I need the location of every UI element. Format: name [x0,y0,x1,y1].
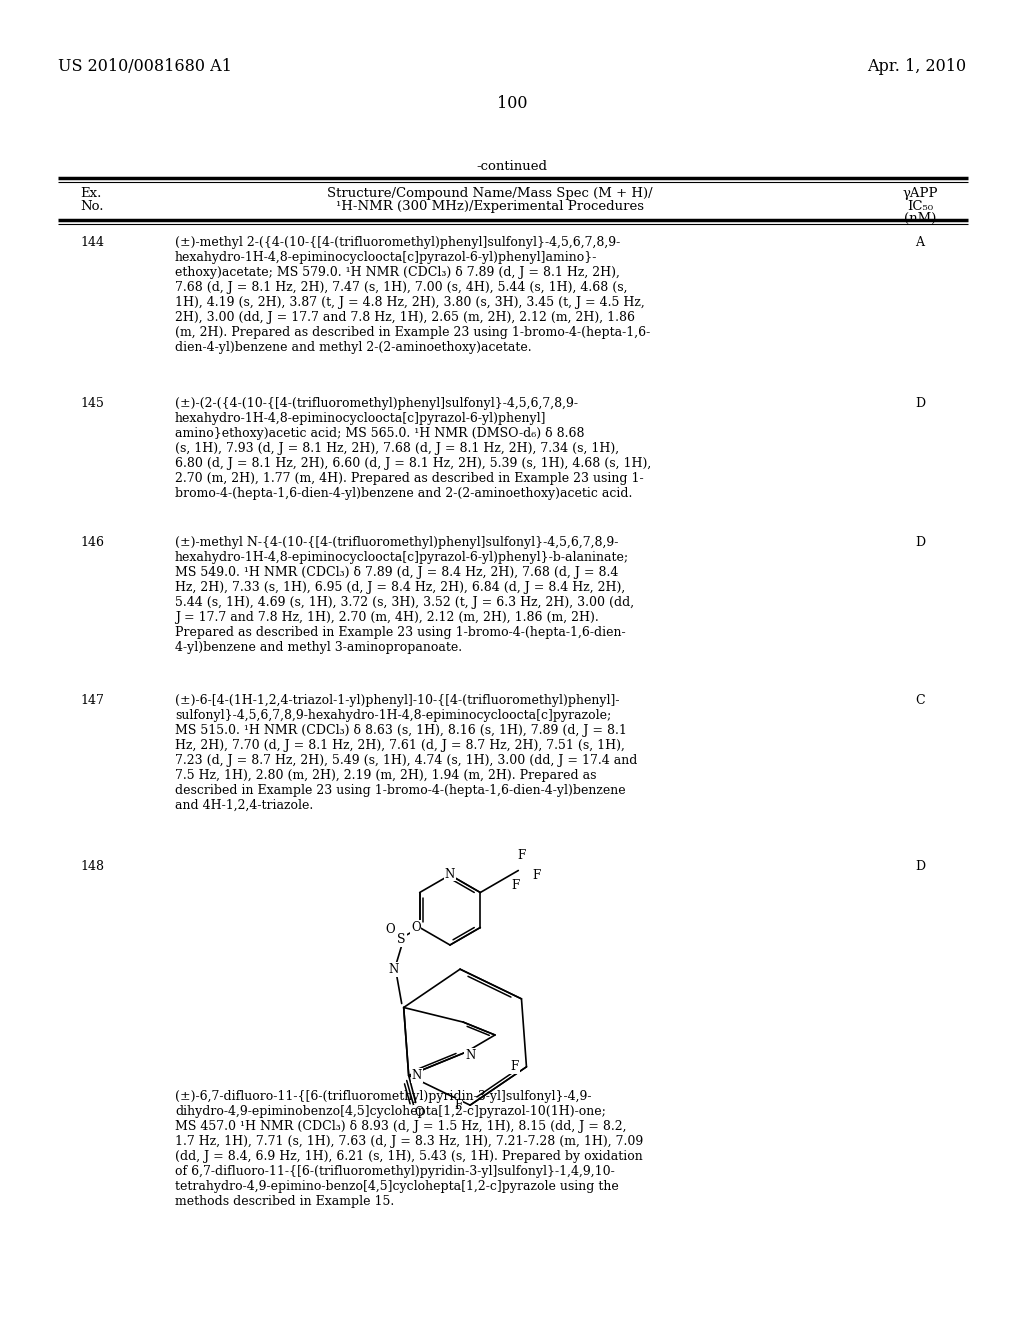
Text: S: S [397,933,406,946]
Text: -continued: -continued [476,160,548,173]
Text: D: D [914,861,925,873]
Text: N: N [388,964,398,975]
Text: Apr. 1, 2010: Apr. 1, 2010 [867,58,966,75]
Text: (nM): (nM) [904,213,936,224]
Text: (±)-6,7-difluoro-11-{[6-(trifluoromethyl)pyridin-3-yl]sulfonyl}-4,9-
dihydro-4,9: (±)-6,7-difluoro-11-{[6-(trifluoromethyl… [175,1090,643,1208]
Text: F: F [454,1098,462,1111]
Text: 145: 145 [80,397,103,411]
Text: 100: 100 [497,95,527,112]
Text: O: O [414,1106,424,1119]
Text: 144: 144 [80,236,104,249]
Text: No.: No. [80,201,103,213]
Text: (±)-methyl N-{4-(10-{[4-(trifluoromethyl)phenyl]sulfonyl}-4,5,6,7,8,9-
hexahydro: (±)-methyl N-{4-(10-{[4-(trifluoromethyl… [175,536,634,653]
Text: F: F [511,879,519,892]
Text: γAPP: γAPP [902,187,938,201]
Text: (±)-(2-({4-(10-{[4-(trifluoromethyl)phenyl]sulfonyl}-4,5,6,7,8,9-
hexahydro-1H-4: (±)-(2-({4-(10-{[4-(trifluoromethyl)phen… [175,397,651,500]
Text: US 2010/0081680 A1: US 2010/0081680 A1 [58,58,231,75]
Text: Ex.: Ex. [80,187,101,201]
Text: 147: 147 [80,694,103,708]
Text: F: F [517,849,525,862]
Text: IC₅₀: IC₅₀ [907,201,933,213]
Text: D: D [914,536,925,549]
Text: F: F [532,869,541,882]
Text: ¹H-NMR (300 MHz)/Experimental Procedures: ¹H-NMR (300 MHz)/Experimental Procedures [336,201,644,213]
Text: O: O [385,923,394,936]
Text: N: N [465,1049,475,1061]
Text: D: D [914,397,925,411]
Text: C: C [915,694,925,708]
Text: Structure/Compound Name/Mass Spec (M + H)/: Structure/Compound Name/Mass Spec (M + H… [328,187,653,201]
Text: A: A [915,236,925,249]
Text: 146: 146 [80,536,104,549]
Text: (±)-6-[4-(1H-1,2,4-triazol-1-yl)phenyl]-10-{[4-(trifluoromethyl)phenyl]-
sulfony: (±)-6-[4-(1H-1,2,4-triazol-1-yl)phenyl]-… [175,694,637,812]
Text: F: F [510,1060,518,1073]
Text: N: N [412,1069,422,1082]
Text: N: N [444,867,455,880]
Text: (±)-methyl 2-({4-(10-{[4-(trifluoromethyl)phenyl]sulfonyl}-4,5,6,7,8,9-
hexahydr: (±)-methyl 2-({4-(10-{[4-(trifluoromethy… [175,236,650,354]
Text: O: O [411,921,421,935]
Text: 148: 148 [80,861,104,873]
